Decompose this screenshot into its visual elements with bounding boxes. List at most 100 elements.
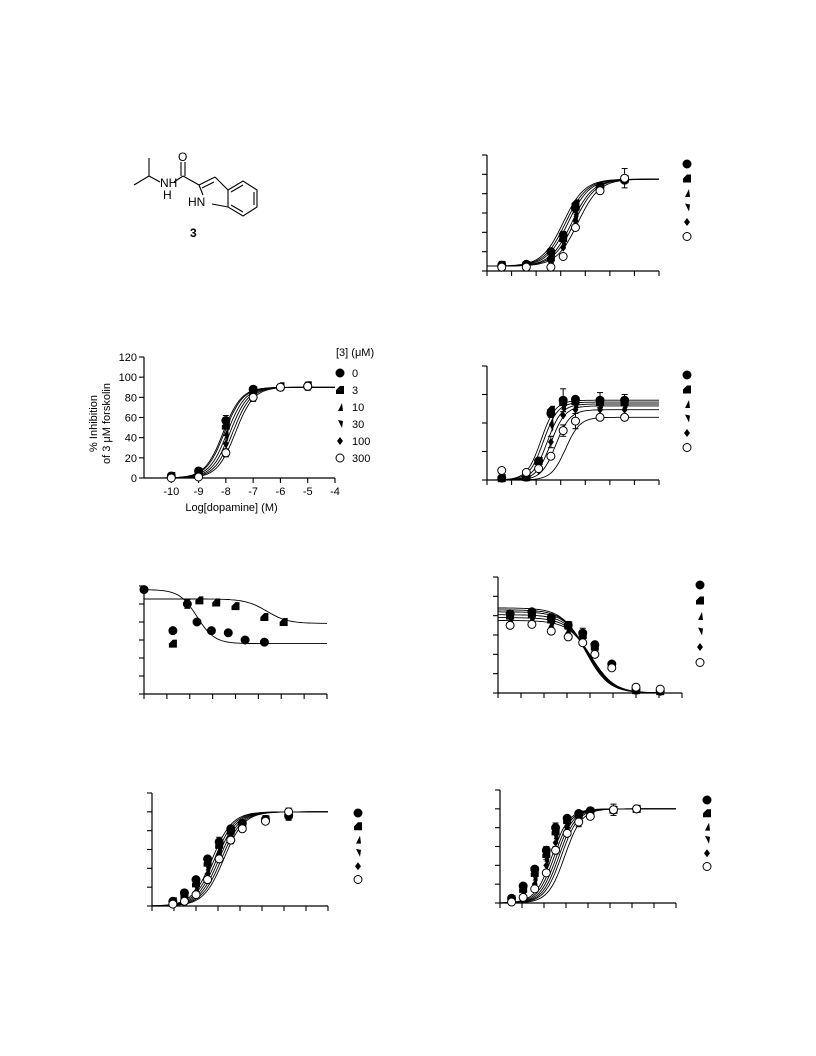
y-axis-label: % Inhibitionof 3 μM forskolin — [88, 383, 113, 464]
data-point — [237, 824, 247, 834]
legend-marker-2 — [354, 822, 362, 831]
y-tick-label: 40 — [125, 433, 137, 445]
data-point — [560, 411, 567, 420]
fit-curve-6 — [498, 620, 682, 694]
data-point — [620, 173, 630, 183]
data-point — [223, 628, 233, 638]
series-1 — [166, 381, 313, 481]
series-4 — [169, 381, 311, 480]
series-5 — [168, 381, 311, 481]
series-6 — [168, 807, 294, 909]
data-point — [191, 890, 201, 900]
data-point — [620, 412, 630, 422]
data-point — [223, 427, 229, 436]
legend-marker-2 — [683, 385, 691, 394]
fit-curve-4 — [498, 614, 682, 694]
nh-carbonyl-bond — [173, 175, 184, 183]
data-point — [521, 262, 531, 272]
data-point — [541, 868, 551, 878]
x-tick-label: -7 — [248, 486, 258, 498]
x-tick-label: -9 — [194, 486, 204, 498]
legend — [682, 159, 692, 241]
data-point — [260, 816, 270, 826]
data-point — [505, 620, 515, 630]
chart-panel-3 — [482, 365, 692, 485]
data-point — [621, 405, 628, 414]
legend-marker-4 — [356, 848, 361, 857]
fit-curve-3 — [498, 611, 682, 694]
data-point — [521, 467, 531, 477]
legend-marker-1 — [695, 580, 705, 590]
data-point — [631, 682, 641, 692]
legend-marker-6 — [695, 658, 705, 667]
data-point — [570, 223, 580, 232]
legend-marker-3 — [705, 822, 710, 831]
legend-title: [3] (μM) — [336, 347, 374, 359]
amide-h-label: H — [163, 188, 172, 202]
legend — [353, 808, 363, 884]
legend-marker-3 — [685, 400, 690, 408]
data-point — [192, 617, 202, 627]
data-point — [598, 401, 604, 410]
fit-curve-4 — [487, 178, 659, 267]
data-point — [534, 464, 544, 474]
carbonyl-o-label: O — [178, 150, 187, 164]
legend-marker-4 — [685, 203, 690, 212]
data-point — [139, 585, 149, 595]
data-point — [260, 612, 269, 621]
carbonyl-c2-bond — [182, 175, 200, 186]
y-axis-label-line: % Inhibition — [88, 395, 100, 452]
data-point — [182, 599, 192, 609]
series-2 — [167, 381, 312, 480]
data-point — [548, 423, 554, 432]
benzene-inner-3 — [230, 204, 244, 213]
data-point — [240, 635, 250, 645]
data-point — [562, 828, 572, 838]
data-point — [546, 262, 556, 272]
y-tick-label: 120 — [119, 352, 137, 364]
data-point — [168, 626, 178, 636]
c2-n1-bond — [198, 184, 204, 196]
data-point — [507, 897, 517, 907]
legend-marker-6 — [353, 875, 363, 884]
data-point — [195, 596, 204, 605]
legend-marker-2 — [336, 386, 344, 394]
data-point — [530, 884, 540, 894]
data-point — [573, 401, 579, 410]
data-point — [563, 632, 573, 642]
y-axis-label-line: of 3 μM forskolin — [101, 383, 113, 464]
series-6 — [166, 381, 313, 483]
amide-nh-label: NH — [160, 176, 177, 190]
data-point — [212, 598, 221, 607]
data-point — [168, 899, 178, 909]
data-point — [572, 216, 579, 225]
series-6 — [505, 619, 665, 694]
series-3 — [169, 381, 311, 480]
chart-panel-5 — [493, 576, 705, 698]
data-point — [214, 854, 224, 864]
fit-curve-6 — [487, 178, 659, 267]
data-point — [221, 448, 231, 458]
data-point — [497, 466, 507, 475]
data-point — [166, 473, 176, 483]
data-point — [248, 392, 258, 402]
legend-label-4: 30 — [352, 419, 364, 431]
data-point — [547, 438, 554, 446]
data-point — [548, 417, 554, 426]
fit-curve-1 — [144, 386, 335, 479]
data-point — [558, 426, 568, 436]
x-tick-label: -4 — [330, 486, 340, 498]
data-point — [546, 451, 556, 461]
data-point — [566, 625, 572, 634]
x-tick-label: -8 — [221, 486, 231, 498]
legend-marker-1 — [682, 370, 692, 380]
legend-marker-3 — [685, 189, 690, 197]
data-point — [558, 252, 568, 261]
data-point — [655, 684, 665, 694]
fit-curve-5 — [487, 178, 659, 267]
y-tick-label: 60 — [125, 413, 137, 425]
series-6 — [497, 412, 630, 477]
legend-label-6: 300 — [352, 453, 370, 465]
data-point — [578, 638, 588, 648]
